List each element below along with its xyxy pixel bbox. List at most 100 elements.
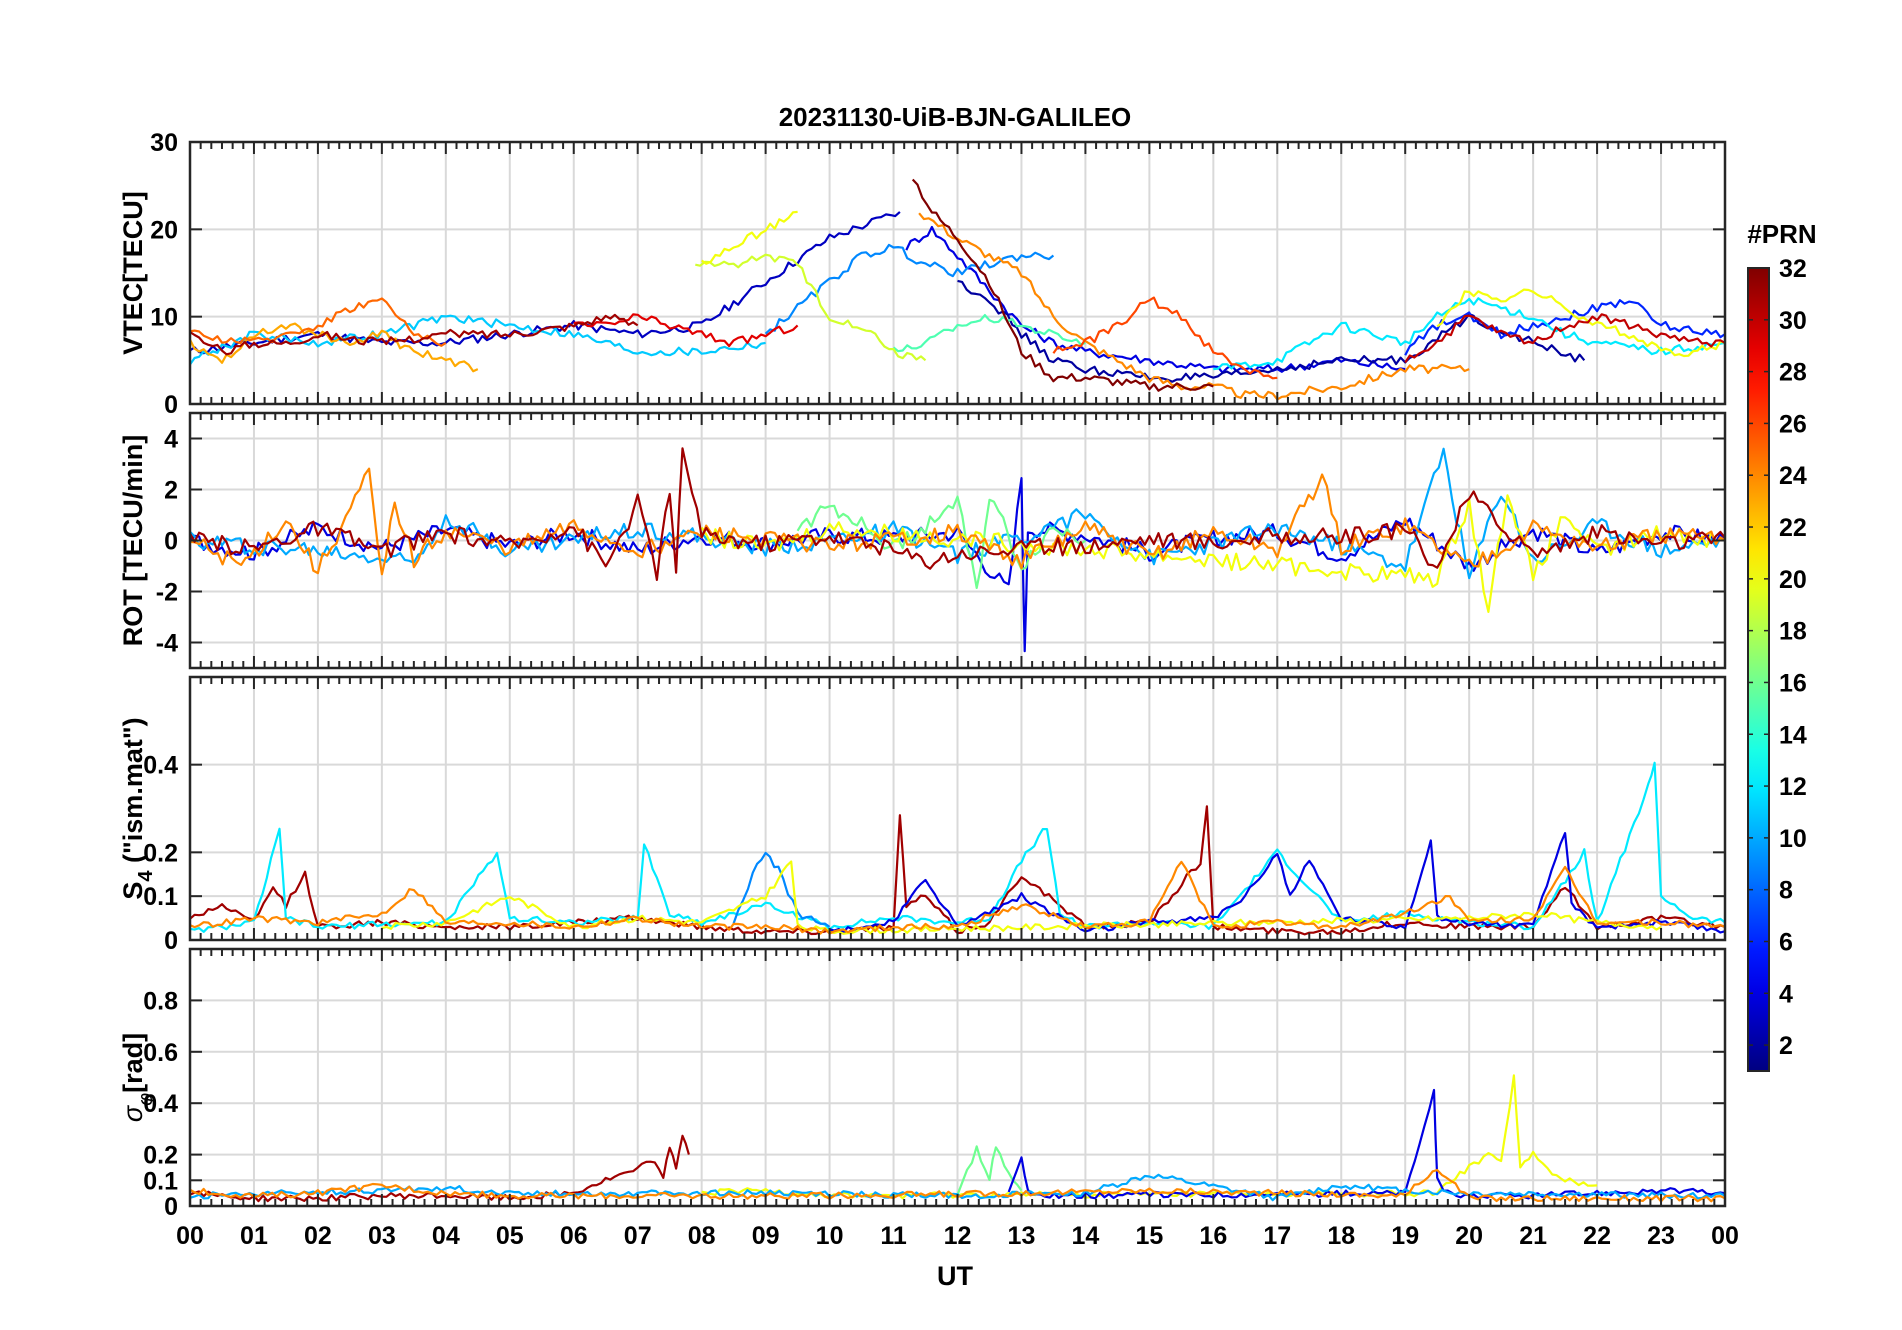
x-tick-label: 11: [880, 1222, 907, 1250]
y-tick-label: 2: [164, 477, 178, 505]
series-prn-25: [190, 297, 447, 347]
series-prn-23: [190, 322, 479, 373]
x-tick-label: 17: [1263, 1222, 1291, 1250]
panel-3: 0 0.1 0.2 0.4S4 ("ism.mat"): [118, 675, 1727, 955]
x-tick-label: 08: [688, 1222, 716, 1250]
series-prn-11: [190, 314, 766, 366]
colorbar-tick-label: 8: [1779, 877, 1793, 905]
x-tick-label: 12: [944, 1222, 972, 1250]
x-tick-label: 16: [1199, 1222, 1227, 1250]
x-tick-label: 21: [1519, 1222, 1547, 1250]
series-group: [190, 178, 1725, 401]
x-tick-label: 04: [432, 1222, 460, 1250]
colorbar-tick-label: 2: [1779, 1032, 1793, 1060]
y-tick-label: 0.6: [143, 1039, 178, 1067]
series-prn-19: [695, 253, 927, 362]
colorbar-tick-label: 18: [1779, 618, 1807, 646]
y-tick-label: 0.1: [143, 883, 178, 911]
panel-2: -4 -2 0 2 4 ROT [TECU/min]: [118, 411, 1727, 670]
series-prn-12: [1213, 297, 1725, 371]
y-tick-label: 0: [164, 927, 178, 955]
colorbar-tick-label: 4: [1779, 980, 1793, 1008]
series-prn-20: [1436, 288, 1725, 358]
series-prn-16: [796, 495, 1087, 589]
y-axis-label: σφ[rad]: [118, 1033, 157, 1122]
colorbar-tick-label: 22: [1779, 514, 1807, 542]
y-tick-label: 10: [150, 304, 178, 332]
y-tick-label: 0.2: [143, 839, 178, 867]
series-prn-29: [573, 313, 799, 348]
y-axis-label: VTEC[TECU]: [118, 191, 148, 355]
x-tick-label: 09: [752, 1222, 780, 1250]
series-prn-24: [918, 212, 1470, 401]
series-prn-32: [911, 178, 1214, 392]
colorbar-tick-label: 14: [1779, 721, 1807, 749]
series-prn-24: [190, 467, 1725, 576]
series-prn-24: [190, 860, 1725, 935]
colorbar-tick-label: 30: [1779, 307, 1807, 335]
x-tick-label: 00: [176, 1222, 204, 1250]
x-tick-label: 03: [368, 1222, 396, 1250]
y-axis-label: ROT [TECU/min]: [118, 435, 148, 646]
x-tick-label: 22: [1583, 1222, 1611, 1250]
series-prn-15: [892, 314, 1086, 353]
y-tick-label: 0: [164, 528, 178, 556]
y-tick-label: -2: [156, 579, 178, 607]
x-tick-label: 15: [1135, 1222, 1163, 1250]
x-tick-label: 10: [816, 1222, 844, 1250]
x-tick-label: 20: [1455, 1222, 1483, 1250]
series-prn-20: [700, 494, 1725, 613]
y-tick-label: -4: [156, 630, 178, 658]
y-tick-label: 0.4: [143, 1090, 178, 1118]
y-axis-label: S4 ("ism.mat"): [118, 717, 157, 899]
x-tick-label: 13: [1008, 1222, 1036, 1250]
colorbar-tick-label: 16: [1779, 669, 1807, 697]
panel-4: 00.10.2 0.4 0.6 0.8 σφ[rad]: [118, 947, 1727, 1221]
series-prn-31: [190, 313, 639, 356]
x-tick-label: 19: [1391, 1222, 1419, 1250]
colorbar-tick-label: 32: [1779, 255, 1807, 283]
colorbar-tick-label: 26: [1779, 410, 1807, 438]
y-tick-label: 30: [150, 129, 178, 157]
x-tick-label: 14: [1072, 1222, 1100, 1250]
y-tick-label: 0.8: [143, 987, 178, 1015]
colorbar-tick-label: 10: [1779, 825, 1807, 853]
series-prn-26: [1052, 296, 1278, 380]
series-prn-4: [1007, 1088, 1725, 1200]
y-tick-label: 0: [164, 1193, 178, 1221]
y-tick-label: 0.4: [143, 752, 178, 780]
x-tick-label: 23: [1647, 1222, 1675, 1250]
x-axis-label: UT: [937, 1261, 973, 1291]
x-tick-label: 06: [560, 1222, 588, 1250]
colorbar-tick-label: 24: [1779, 462, 1807, 490]
y-tick-label: 0.1: [143, 1167, 178, 1195]
x-tick-label: 18: [1327, 1222, 1355, 1250]
series-prn-6: [1404, 299, 1725, 356]
chart-title: 20231130-UiB-BJN-GALILEO: [779, 102, 1132, 132]
colorbar-label: #PRN: [1747, 219, 1816, 249]
series-prn-30: [1404, 313, 1725, 364]
series-prn-10: [190, 447, 1725, 580]
x-tick-label: 01: [240, 1222, 268, 1250]
y-tick-label: 4: [164, 426, 178, 454]
panel-1: 0 10 20 30 VTEC[TECU]: [118, 129, 1727, 419]
series-prn-31: [190, 447, 1725, 581]
y-tick-label: 20: [150, 216, 178, 244]
y-tick-label: 0: [164, 391, 178, 419]
colorbar-tick-label: 6: [1779, 928, 1793, 956]
x-tick-label: 00: [1711, 1222, 1739, 1250]
series-prn-2: [957, 279, 1586, 383]
series-prn-16: [956, 1145, 1023, 1196]
colorbar-scale: [1747, 267, 1770, 1072]
x-tick-label: 07: [624, 1222, 652, 1250]
x-tick-label: 02: [304, 1222, 332, 1250]
series-prn-20: [701, 210, 798, 265]
series-prn-9: [732, 851, 831, 928]
series-group: [190, 447, 1725, 653]
colorbar-tick-label: 28: [1779, 359, 1807, 387]
series-prn-20: [381, 860, 1662, 935]
y-tick-label: 0.2: [143, 1142, 178, 1170]
